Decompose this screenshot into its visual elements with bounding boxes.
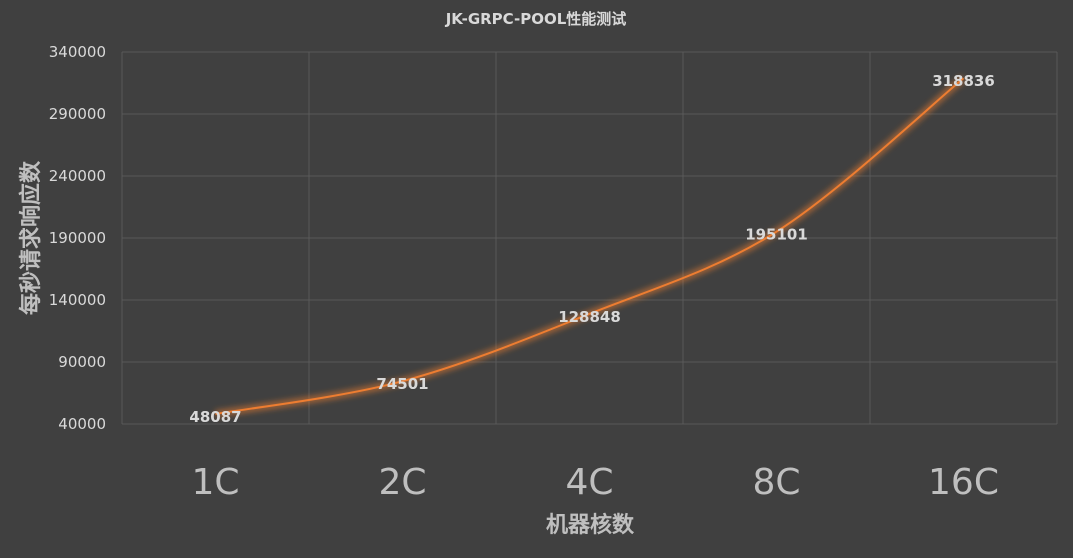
y-tick-label: 40000 [58,415,106,433]
y-tick-label: 290000 [49,105,106,123]
y-axis-label: 每秒请求响应数 [18,160,44,315]
y-tick-label: 240000 [49,167,106,185]
x-tick-label: 4C [565,462,613,503]
x-tick-label: 2C [378,462,426,503]
x-tick-label: 8C [752,462,800,503]
x-axis-label: 机器核数 [546,512,635,538]
y-tick-label: 140000 [49,291,106,309]
y-axis-ticks: 40000 90000 140000 190000 240000 290000 340000 [49,43,106,433]
data-labels: 48087 74501 128848 195101 318836 [189,72,994,426]
x-axis-ticks: 1C 2C 4C 8C 16C [191,462,999,503]
data-label: 128848 [558,308,621,326]
data-label: 74501 [376,375,428,393]
y-tick-label: 340000 [49,43,106,61]
gridlines [121,51,1058,425]
y-tick-label: 90000 [58,353,106,371]
x-tick-label: 1C [191,462,239,503]
series-line-glow [214,75,966,418]
data-label: 48087 [189,408,241,426]
data-label: 318836 [932,72,995,90]
data-label: 195101 [745,226,808,244]
series-line-group [214,75,966,418]
x-tick-label: 16C [928,462,999,503]
series-line [215,77,965,415]
y-tick-label: 190000 [49,229,106,247]
chart-title: JK-GRPC-POOL性能测试 [445,10,627,28]
